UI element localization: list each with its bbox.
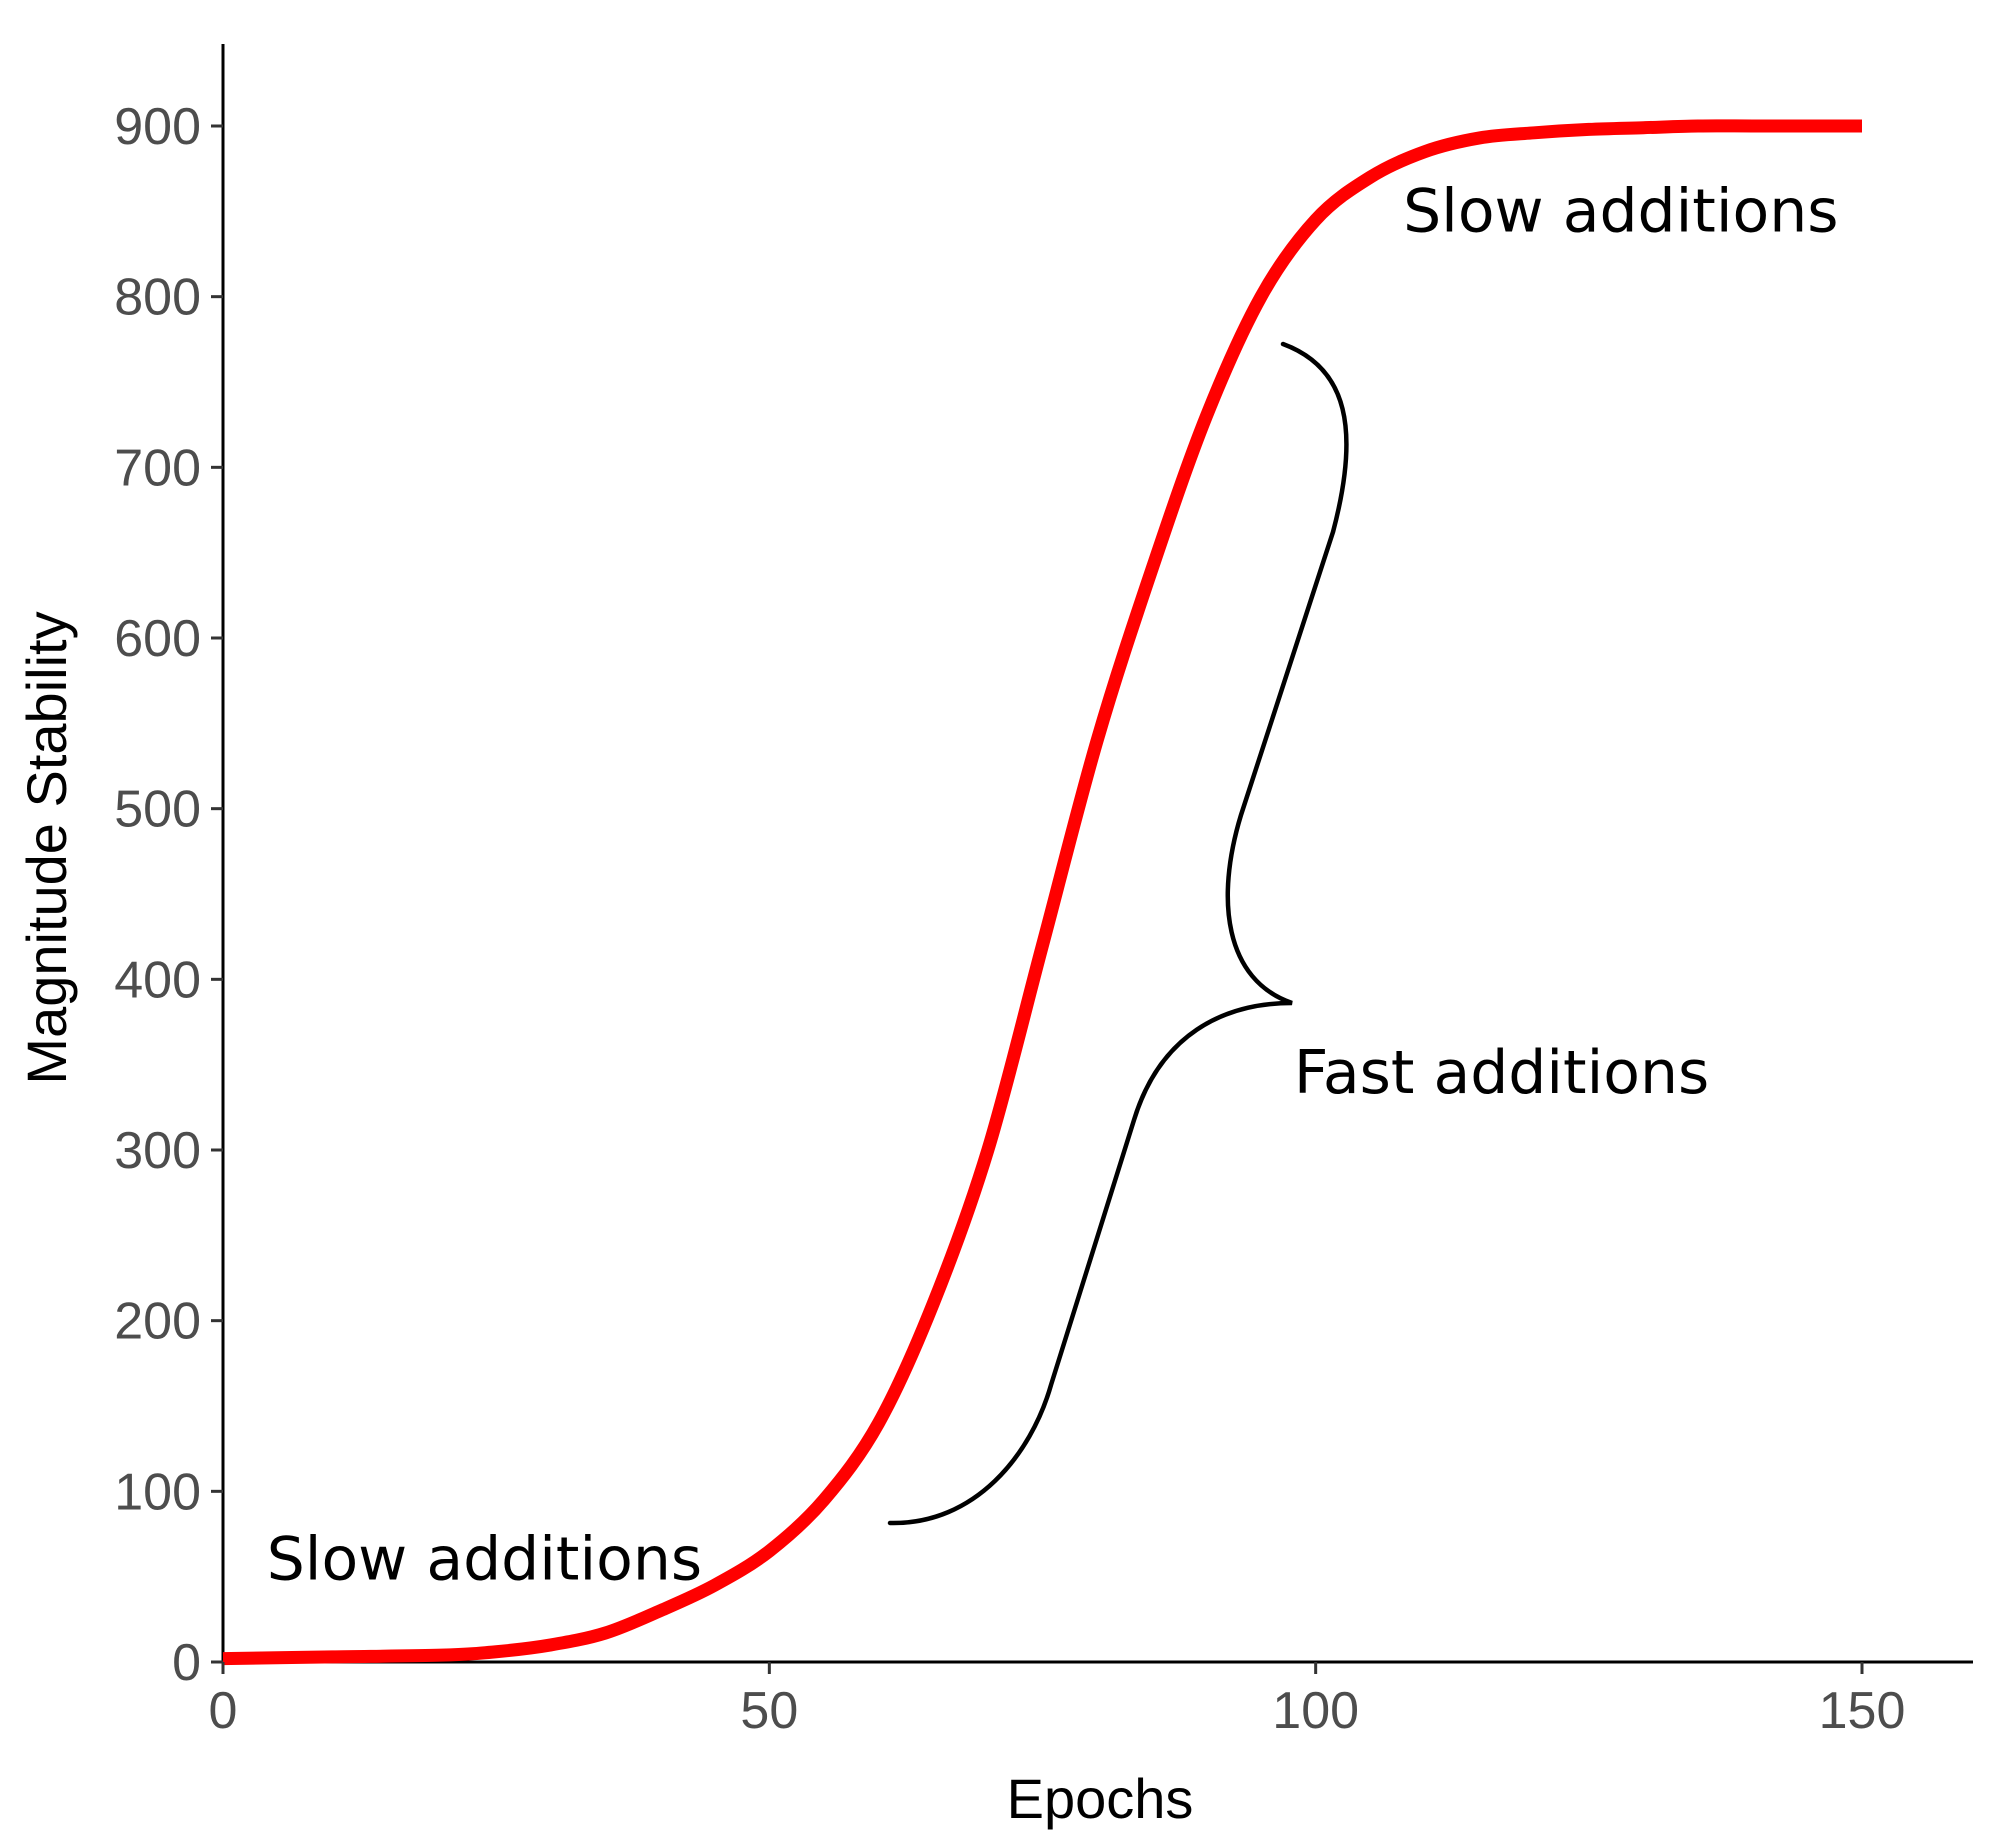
fast-additions-brace-group (887, 341, 1349, 1526)
y-tick-label: 600 (114, 610, 201, 668)
x-tick-label: 50 (740, 1682, 798, 1740)
series-line-0 (222, 119, 1862, 1666)
y-tick-label: 300 (114, 1122, 201, 1180)
tick-layer: 0 50 100 150 0 100 200 300 400 500 600 700 800 900 (114, 98, 1905, 1740)
y-tick-label: 400 (114, 951, 201, 1009)
y-tick-label: 100 (114, 1463, 201, 1521)
fast-additions-brace (887, 341, 1349, 1526)
x-tick-label: 0 (209, 1682, 238, 1740)
y-tick-label: 0 (172, 1634, 201, 1692)
y-tick-label: 700 (114, 439, 201, 497)
x-tick-label: 100 (1272, 1682, 1359, 1740)
annotation-layer: Slow additions Fast additions Slow additio… (267, 176, 1839, 1594)
plot-area (221, 44, 1973, 1664)
annotation-1: Fast additions (1294, 1038, 1709, 1108)
y-axis-title: Magnitude Stability (15, 611, 78, 1084)
y-tick-label: 900 (114, 98, 201, 156)
annotation-0: Slow additions (267, 1525, 702, 1595)
annotation-2: Slow additions (1403, 176, 1838, 246)
x-axis-title: Epochs (1007, 1767, 1194, 1830)
y-tick-label: 200 (114, 1293, 201, 1351)
y-tick-label: 800 (114, 269, 201, 327)
x-tick-label: 150 (1819, 1682, 1906, 1740)
series-layer (222, 119, 1862, 1666)
y-tick-label: 500 (114, 781, 201, 839)
